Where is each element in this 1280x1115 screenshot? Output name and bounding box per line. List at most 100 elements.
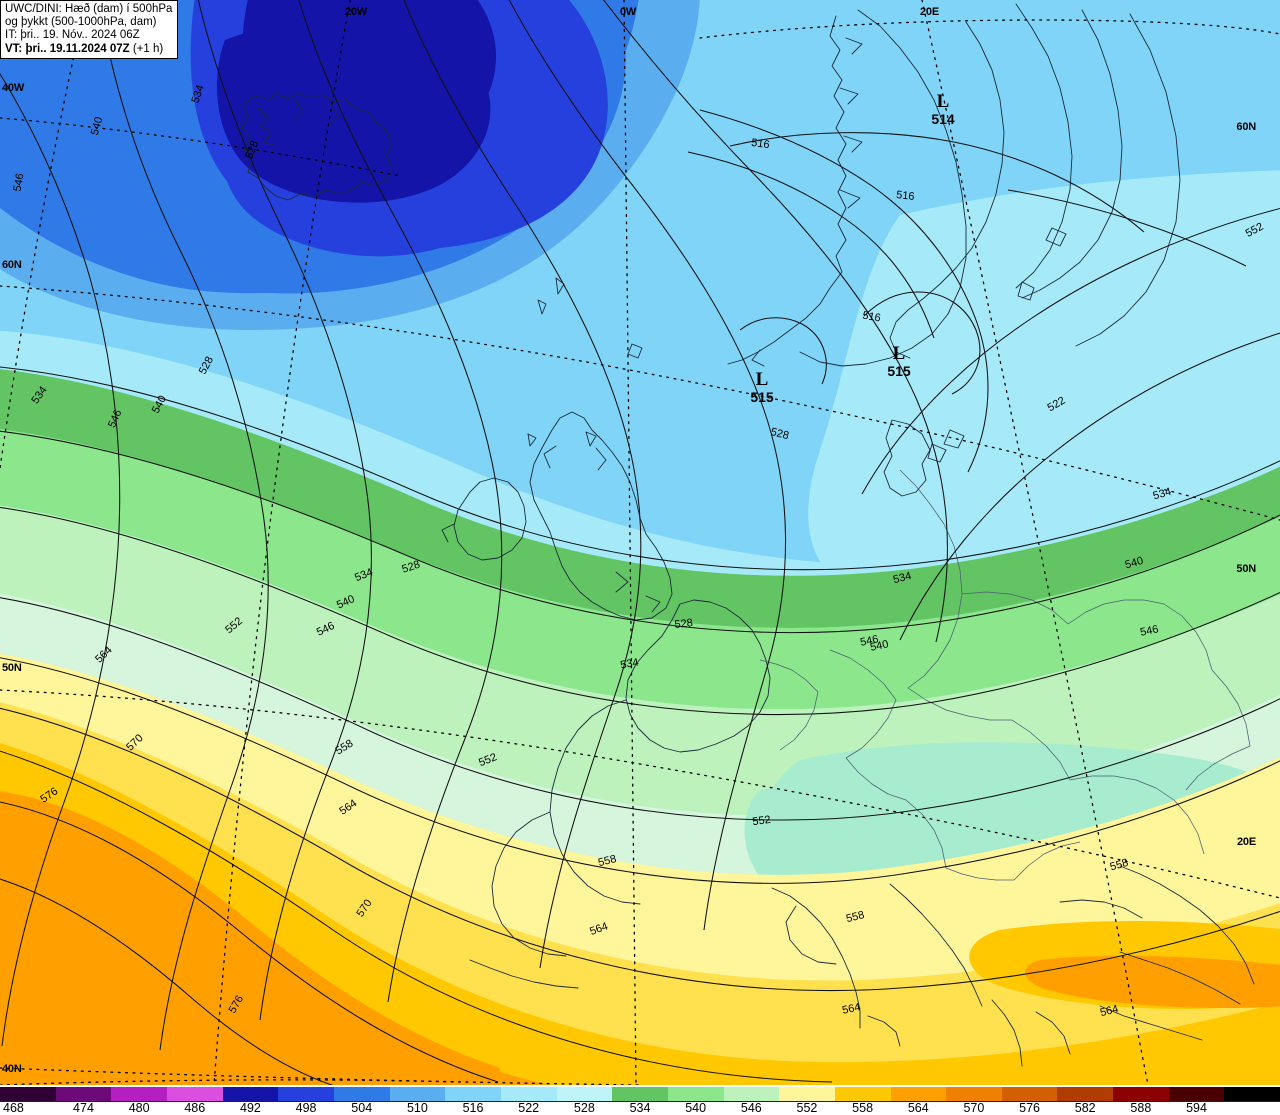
grid-label: 0W [620, 6, 637, 18]
forecast-info-box: UWC/DINI: Hæð (dam) í 500hPa og þykkt (5… [0, 0, 178, 59]
contour-label: 564 [1099, 1003, 1120, 1019]
grid-label: 60N [2, 259, 22, 271]
colorbar-tick-label: 492 [239, 1101, 261, 1115]
contour-label: 564 [841, 1001, 861, 1017]
colorbar-swatch[interactable] [222, 1087, 279, 1101]
contour-label: 528 [769, 426, 790, 442]
colorbar-tick-label: 510 [406, 1101, 428, 1115]
low-pressure-value: 515 [887, 363, 911, 379]
colorbar-tick-label: 558 [852, 1101, 874, 1115]
colorbar-tick-label: 486 [184, 1101, 206, 1115]
grid-label: 20E [1237, 836, 1256, 848]
info-line-init-time: IT: þri.. 19. Nóv.. 2024 06Z [5, 29, 140, 42]
colorbar-swatch[interactable] [946, 1087, 1002, 1101]
colorbar-swatch[interactable] [389, 1087, 446, 1101]
colorbar-swatch[interactable] [0, 1087, 56, 1101]
colorbar-tick-label: 588 [1130, 1101, 1152, 1115]
contour-label: 516 [896, 189, 916, 203]
map-svg: 5345345285285465465405405165165165165525… [0, 0, 1280, 1085]
colorbar-tick-label: 516 [462, 1101, 484, 1115]
valid-time-label: VT: þri.. 19.11.2024 07Z [5, 42, 130, 55]
colorbar-swatch[interactable] [111, 1087, 167, 1101]
grid-label: 60N [1236, 121, 1256, 133]
colorbar-tick-label: 474 [73, 1101, 94, 1115]
info-line-product: UWC/DINI: Hæð (dam) í 500hPa og þykkt (5… [5, 3, 173, 29]
contour-label: 516 [861, 310, 881, 325]
colorbar-swatch[interactable] [1057, 1087, 1114, 1101]
colorbar-swatch[interactable] [1113, 1087, 1169, 1101]
grid-label: 20E [920, 6, 939, 18]
colorbar-tick-label: 594 [1186, 1101, 1207, 1115]
info-line-valid-time: VT: þri.. 19.11.2024 07Z (+1 h) [5, 43, 173, 56]
map-canvas[interactable]: 534 534 528 528 546 546 540 540 516 516 516 516 552 5… [0, 0, 1280, 1085]
low-pressure-symbol: L [755, 369, 769, 390]
colorbar-swatch[interactable] [667, 1087, 724, 1101]
grid-label: 40W [2, 82, 25, 94]
colorbar-tick-label: 540 [685, 1101, 707, 1115]
contour-label: 534 [619, 657, 639, 672]
grid-label: 50N [2, 662, 22, 674]
colorbar-tick-label: 504 [351, 1101, 373, 1115]
colorbar-tick-label: 582 [1074, 1101, 1096, 1115]
colorbar-swatch[interactable] [612, 1087, 668, 1101]
colorbar-tick-label: 498 [295, 1101, 317, 1115]
colorbar-tick-label: 480 [128, 1101, 150, 1115]
contour-label: 558 [845, 909, 866, 925]
colorbar-swatch[interactable] [333, 1087, 390, 1101]
contour-label: 546 [12, 172, 27, 192]
contour-label: 534 [190, 83, 207, 104]
colorbar-swatch[interactable] [445, 1087, 501, 1101]
low-pressure-center: L 514 [923, 92, 963, 126]
colorbar-swatch[interactable] [500, 1087, 557, 1101]
colorbar-swatch[interactable] [834, 1087, 891, 1101]
colorbar-tick-label: 564 [907, 1101, 929, 1115]
low-pressure-symbol: L [936, 91, 950, 112]
colorbar-swatch[interactable] [1224, 1087, 1280, 1101]
colorbar-tick-label: 546 [740, 1101, 762, 1115]
colorbar-swatches[interactable] [0, 1087, 1280, 1101]
colorbar-swatch[interactable] [556, 1087, 613, 1101]
colorbar-tick-label: 570 [963, 1101, 985, 1115]
contour-label: 534 [1152, 486, 1173, 503]
colorbar-tick-label: 576 [1019, 1101, 1040, 1115]
colorbar-swatch[interactable] [779, 1087, 835, 1101]
contour-label: 558 [597, 853, 618, 869]
colorbar-tick-label: 534 [629, 1101, 651, 1115]
contour-label: 540 [869, 638, 889, 654]
low-pressure-value: 515 [750, 389, 774, 405]
contour-label: 516 [750, 137, 770, 151]
contour-label: 546 [1139, 623, 1159, 639]
contour-label: 534 [892, 570, 913, 586]
low-pressure-symbol: L [892, 343, 906, 364]
low-pressure-center: L 515 [742, 370, 782, 404]
low-pressure-value: 514 [931, 111, 955, 127]
colorbar[interactable]: 468 474 480 486 492 498 504 510 516 522 528 534 540 5… [0, 1087, 1280, 1115]
colorbar-tick-label: 468 [3, 1101, 24, 1115]
contour-label: 540 [89, 116, 106, 137]
contour-label: 540 [1124, 555, 1145, 572]
colorbar-swatch[interactable] [278, 1087, 334, 1101]
colorbar-tick-labels: 468 474 480 486 492 498 504 510 516 522 528 534 540 5… [0, 1101, 1280, 1115]
colorbar-swatch[interactable] [723, 1087, 780, 1101]
contour-label: 528 [674, 617, 694, 631]
colorbar-swatch[interactable] [166, 1087, 223, 1101]
colorbar-swatch[interactable] [1168, 1087, 1225, 1101]
colorbar-swatch[interactable] [890, 1087, 947, 1101]
colorbar-tick-label: 528 [573, 1101, 595, 1115]
grid-label: 40N [2, 1063, 22, 1075]
colorbar-tick-label: 522 [518, 1101, 540, 1115]
grid-label: 20W [345, 6, 368, 18]
contour-label: 552 [752, 814, 772, 828]
colorbar-tick-label: 552 [796, 1101, 818, 1115]
contour-label: 564 [588, 920, 609, 938]
colorbar-swatch[interactable] [55, 1087, 112, 1101]
low-pressure-center: L 515 [879, 344, 919, 378]
colorbar-swatch[interactable] [1001, 1087, 1058, 1101]
contour-label: 528 [400, 559, 421, 576]
contour-label: 558 [1109, 857, 1130, 874]
valid-time-suffix: (+1 h) [129, 42, 164, 55]
contour-label: 546 [859, 633, 879, 649]
grid-label: 50N [1236, 563, 1256, 575]
colorbar-bottom-rule [0, 1101, 1280, 1102]
